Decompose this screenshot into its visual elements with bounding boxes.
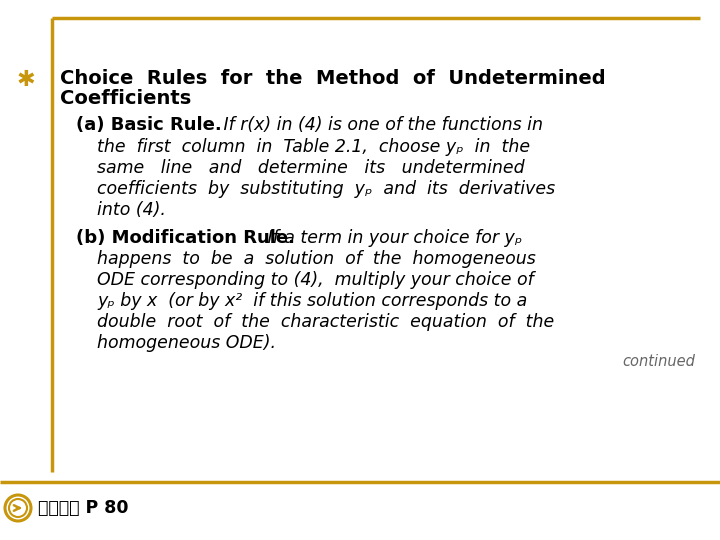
Text: same   line   and   determine   its   undetermined: same line and determine its undetermined (97, 159, 525, 177)
Text: If a term in your choice for yₚ: If a term in your choice for yₚ (262, 229, 522, 247)
Text: yₚ by x  (or by x²  if this solution corresponds to a: yₚ by x (or by x² if this solution corre… (97, 292, 527, 310)
Text: If r(x) in (4) is one of the functions in: If r(x) in (4) is one of the functions i… (218, 116, 543, 134)
Text: double  root  of  the  characteristic  equation  of  the: double root of the characteristic equati… (97, 313, 554, 331)
Text: continued: continued (622, 354, 695, 369)
Text: into (4).: into (4). (97, 201, 166, 219)
Text: Coefficients: Coefficients (60, 90, 192, 109)
Text: (a) Basic Rule.: (a) Basic Rule. (76, 116, 222, 134)
Text: ODE corresponding to (4),  multiply your choice of: ODE corresponding to (4), multiply your … (97, 271, 534, 289)
Text: homogeneous ODE).: homogeneous ODE). (97, 334, 276, 352)
Text: coefficients  by  substituting  yₚ  and  its  derivatives: coefficients by substituting yₚ and its … (97, 180, 555, 198)
Text: the  first  column  in  Table 2.1,  choose yₚ  in  the: the first column in Table 2.1, choose yₚ… (97, 138, 530, 156)
Text: Choice  Rules  for  the  Method  of  Undetermined: Choice Rules for the Method of Undetermi… (60, 69, 606, 87)
Text: 歐亞書局 P 80: 歐亞書局 P 80 (38, 499, 128, 517)
Text: ✱: ✱ (17, 70, 35, 90)
Text: (b) Modification Rule.: (b) Modification Rule. (76, 229, 295, 247)
Text: happens  to  be  a  solution  of  the  homogeneous: happens to be a solution of the homogene… (97, 250, 536, 268)
